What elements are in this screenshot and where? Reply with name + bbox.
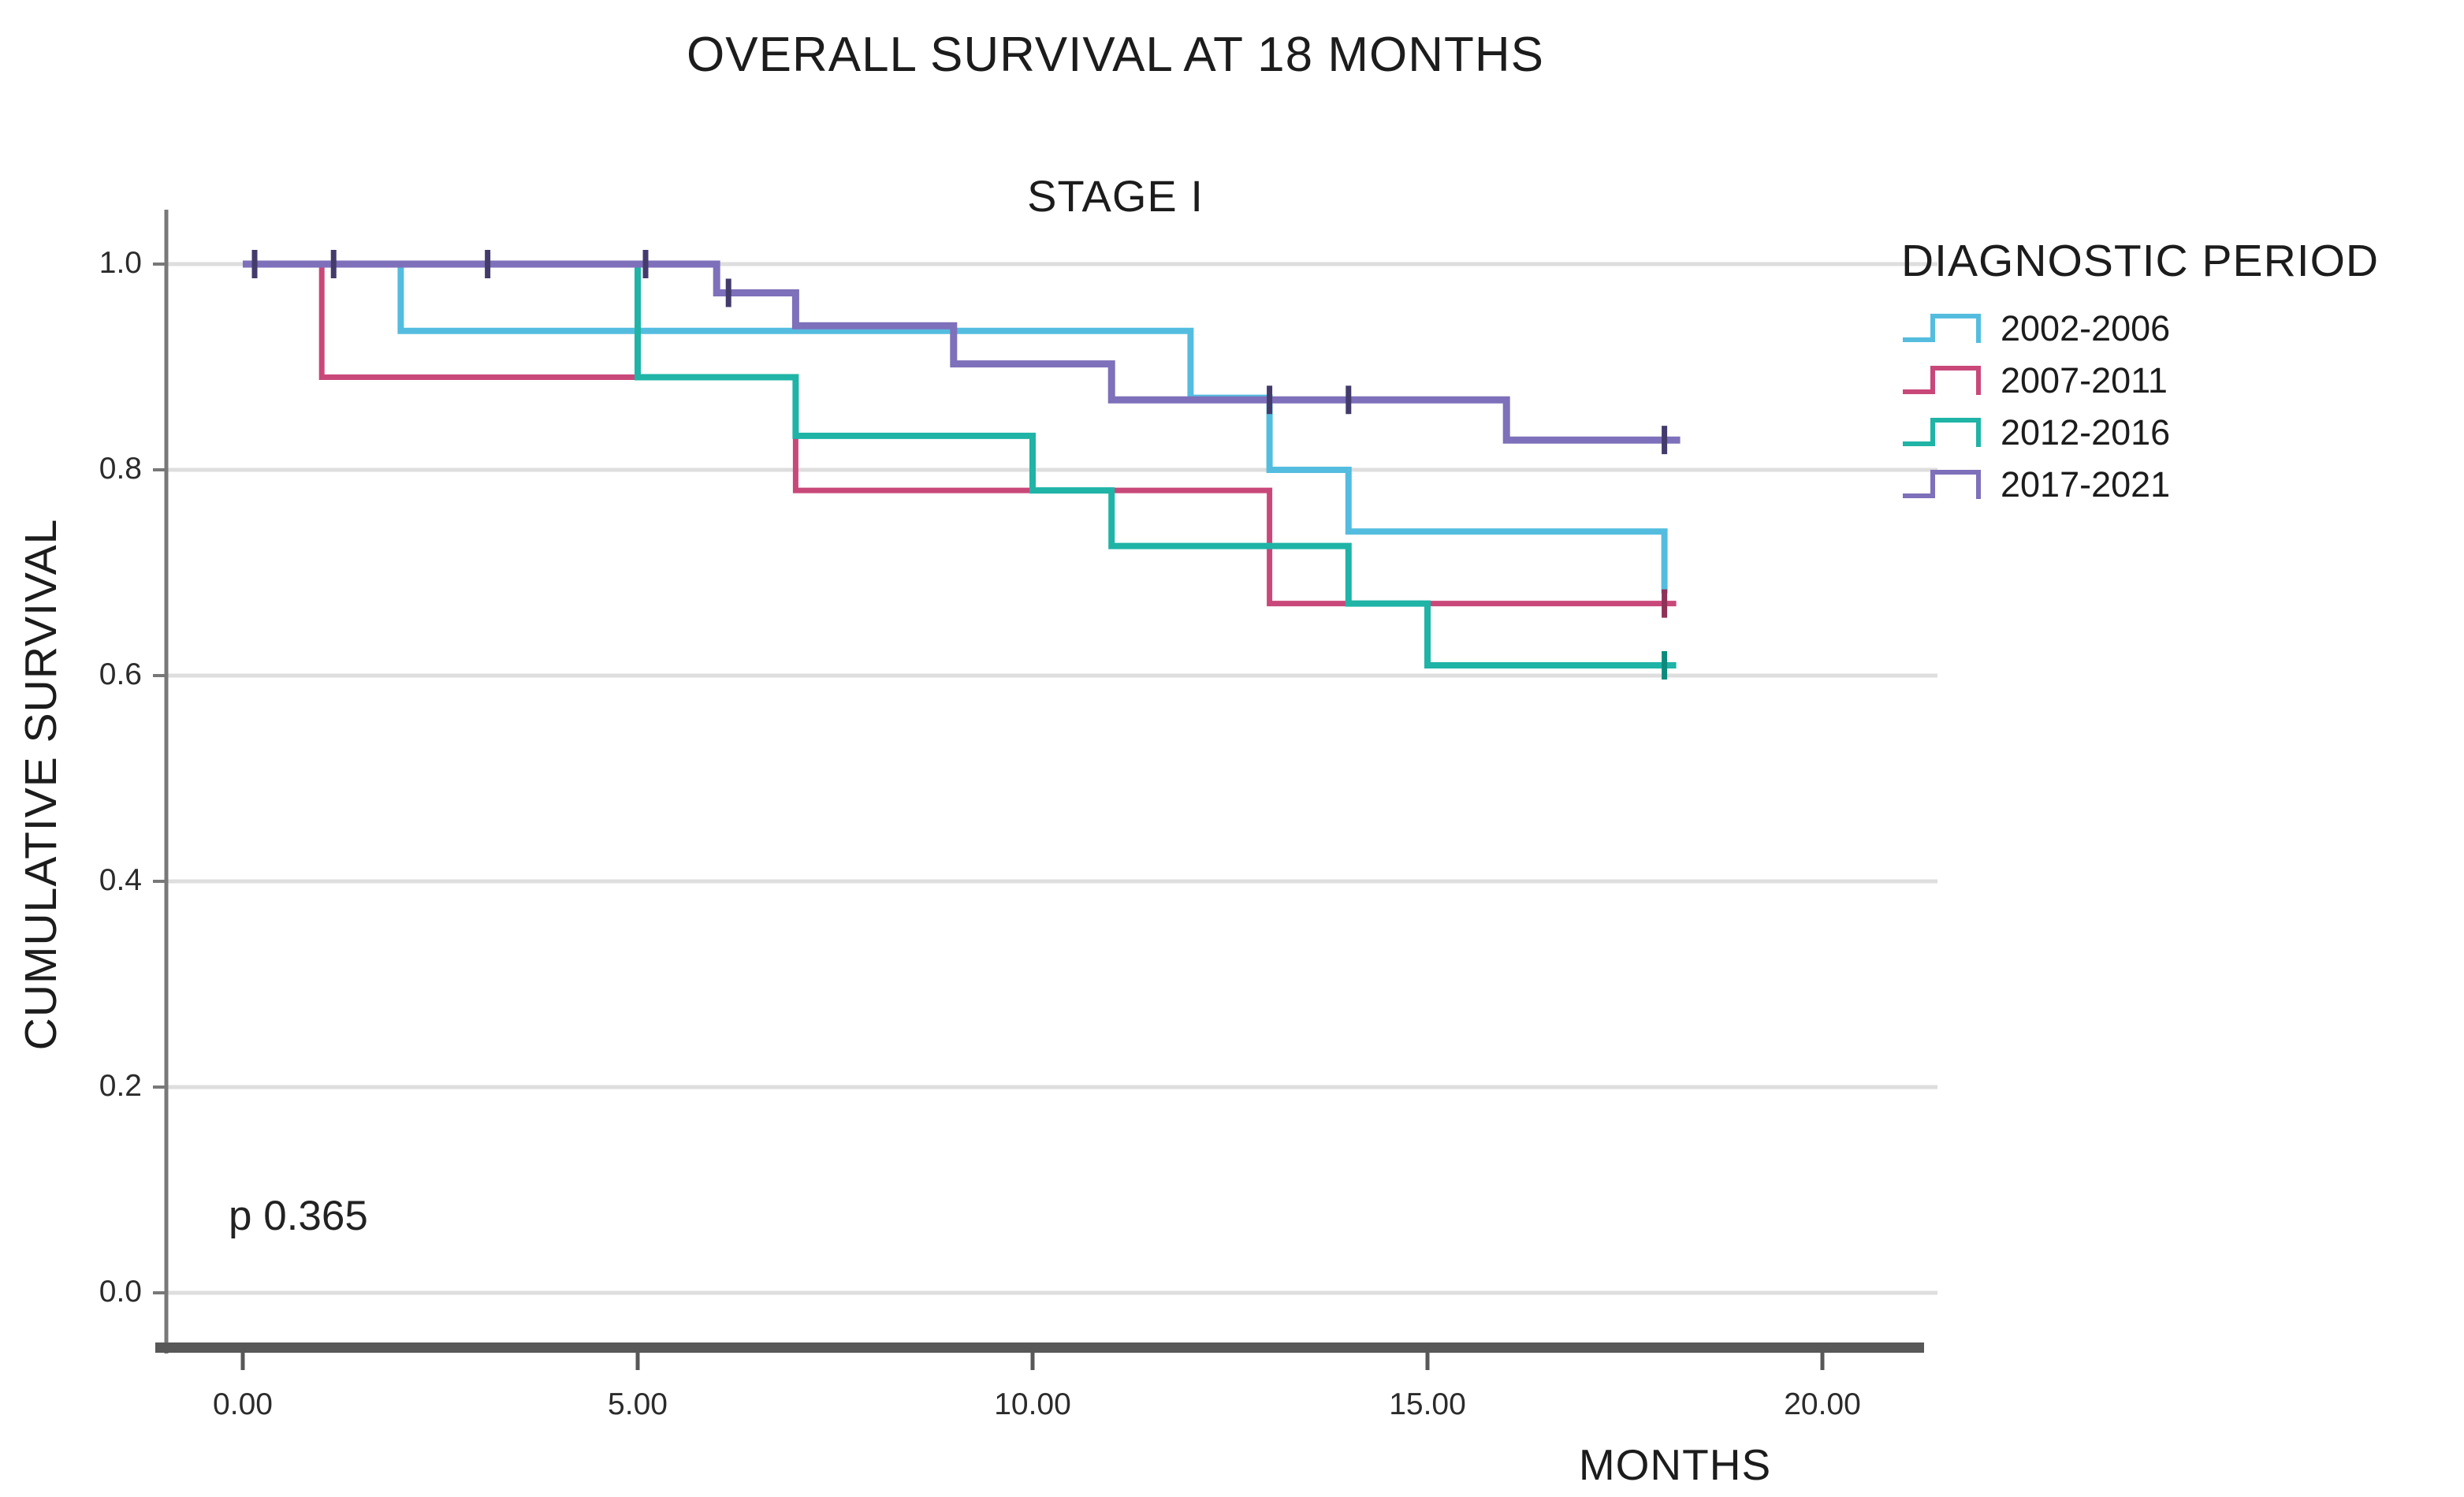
x-tick-label-0.00: 0.00 xyxy=(213,1387,273,1421)
legend-label: 2007-2011 xyxy=(2001,360,2168,400)
legend-swatch-icon xyxy=(1903,366,1981,395)
y-tick-label-0.4: 0.4 xyxy=(99,863,142,897)
x-tick-label-10.00: 10.00 xyxy=(994,1387,1071,1421)
x-axis-line xyxy=(155,1342,1924,1353)
y-tick-label-0.0: 0.0 xyxy=(99,1275,142,1309)
legend-item-2002-2006: 2002-2006 xyxy=(1901,303,2464,355)
x-tick-label-15.00: 15.00 xyxy=(1389,1387,1466,1421)
x-axis-title: MONTHS xyxy=(1578,1440,1772,1489)
y-axis-title: CUMULATIVE SURVIVAL xyxy=(16,518,66,1051)
x-tick-label-20.00: 20.00 xyxy=(1784,1387,1861,1421)
legend-item-2007-2011: 2007-2011 xyxy=(1901,355,2464,407)
y-tick-label-1.0: 1.0 xyxy=(99,246,142,280)
chart-title: OVERALL SURVIVAL AT 18 MONTHS xyxy=(687,28,1544,82)
y-tick-label-0.2: 0.2 xyxy=(99,1069,142,1103)
legend-label: 2002-2006 xyxy=(2001,308,2171,348)
x-tick-label-5.00: 5.00 xyxy=(608,1387,668,1421)
legend-item-2017-2021: 2017-2021 xyxy=(1901,459,2464,511)
legend: DIAGNOSTIC PERIOD 2002-2006 2007-2011 2012… xyxy=(1901,235,2464,511)
p-value-label: p 0.365 xyxy=(229,1193,368,1239)
y-tick-label-0.6: 0.6 xyxy=(99,657,142,691)
legend-swatch-icon xyxy=(1903,418,1981,447)
legend-items: 2002-2006 2007-2011 2012-2016 2017-2021 xyxy=(1901,303,2464,511)
survival-curve-2017-2021 xyxy=(243,260,1681,444)
legend-item-2012-2016: 2012-2016 xyxy=(1901,407,2464,459)
survival-curve-2002-2006 xyxy=(243,261,1668,594)
legend-title: DIAGNOSTIC PERIOD xyxy=(1901,236,2380,286)
legend-swatch-icon xyxy=(1903,314,1981,343)
legend-label: 2017-2021 xyxy=(2001,464,2171,505)
legend-swatch-icon xyxy=(1903,470,1981,499)
survival-curve-2012-2016 xyxy=(243,261,1677,668)
chart-subtitle: STAGE I xyxy=(1027,171,1204,221)
legend-label: 2012-2016 xyxy=(2001,412,2171,452)
y-tick-label-0.8: 0.8 xyxy=(99,452,142,486)
